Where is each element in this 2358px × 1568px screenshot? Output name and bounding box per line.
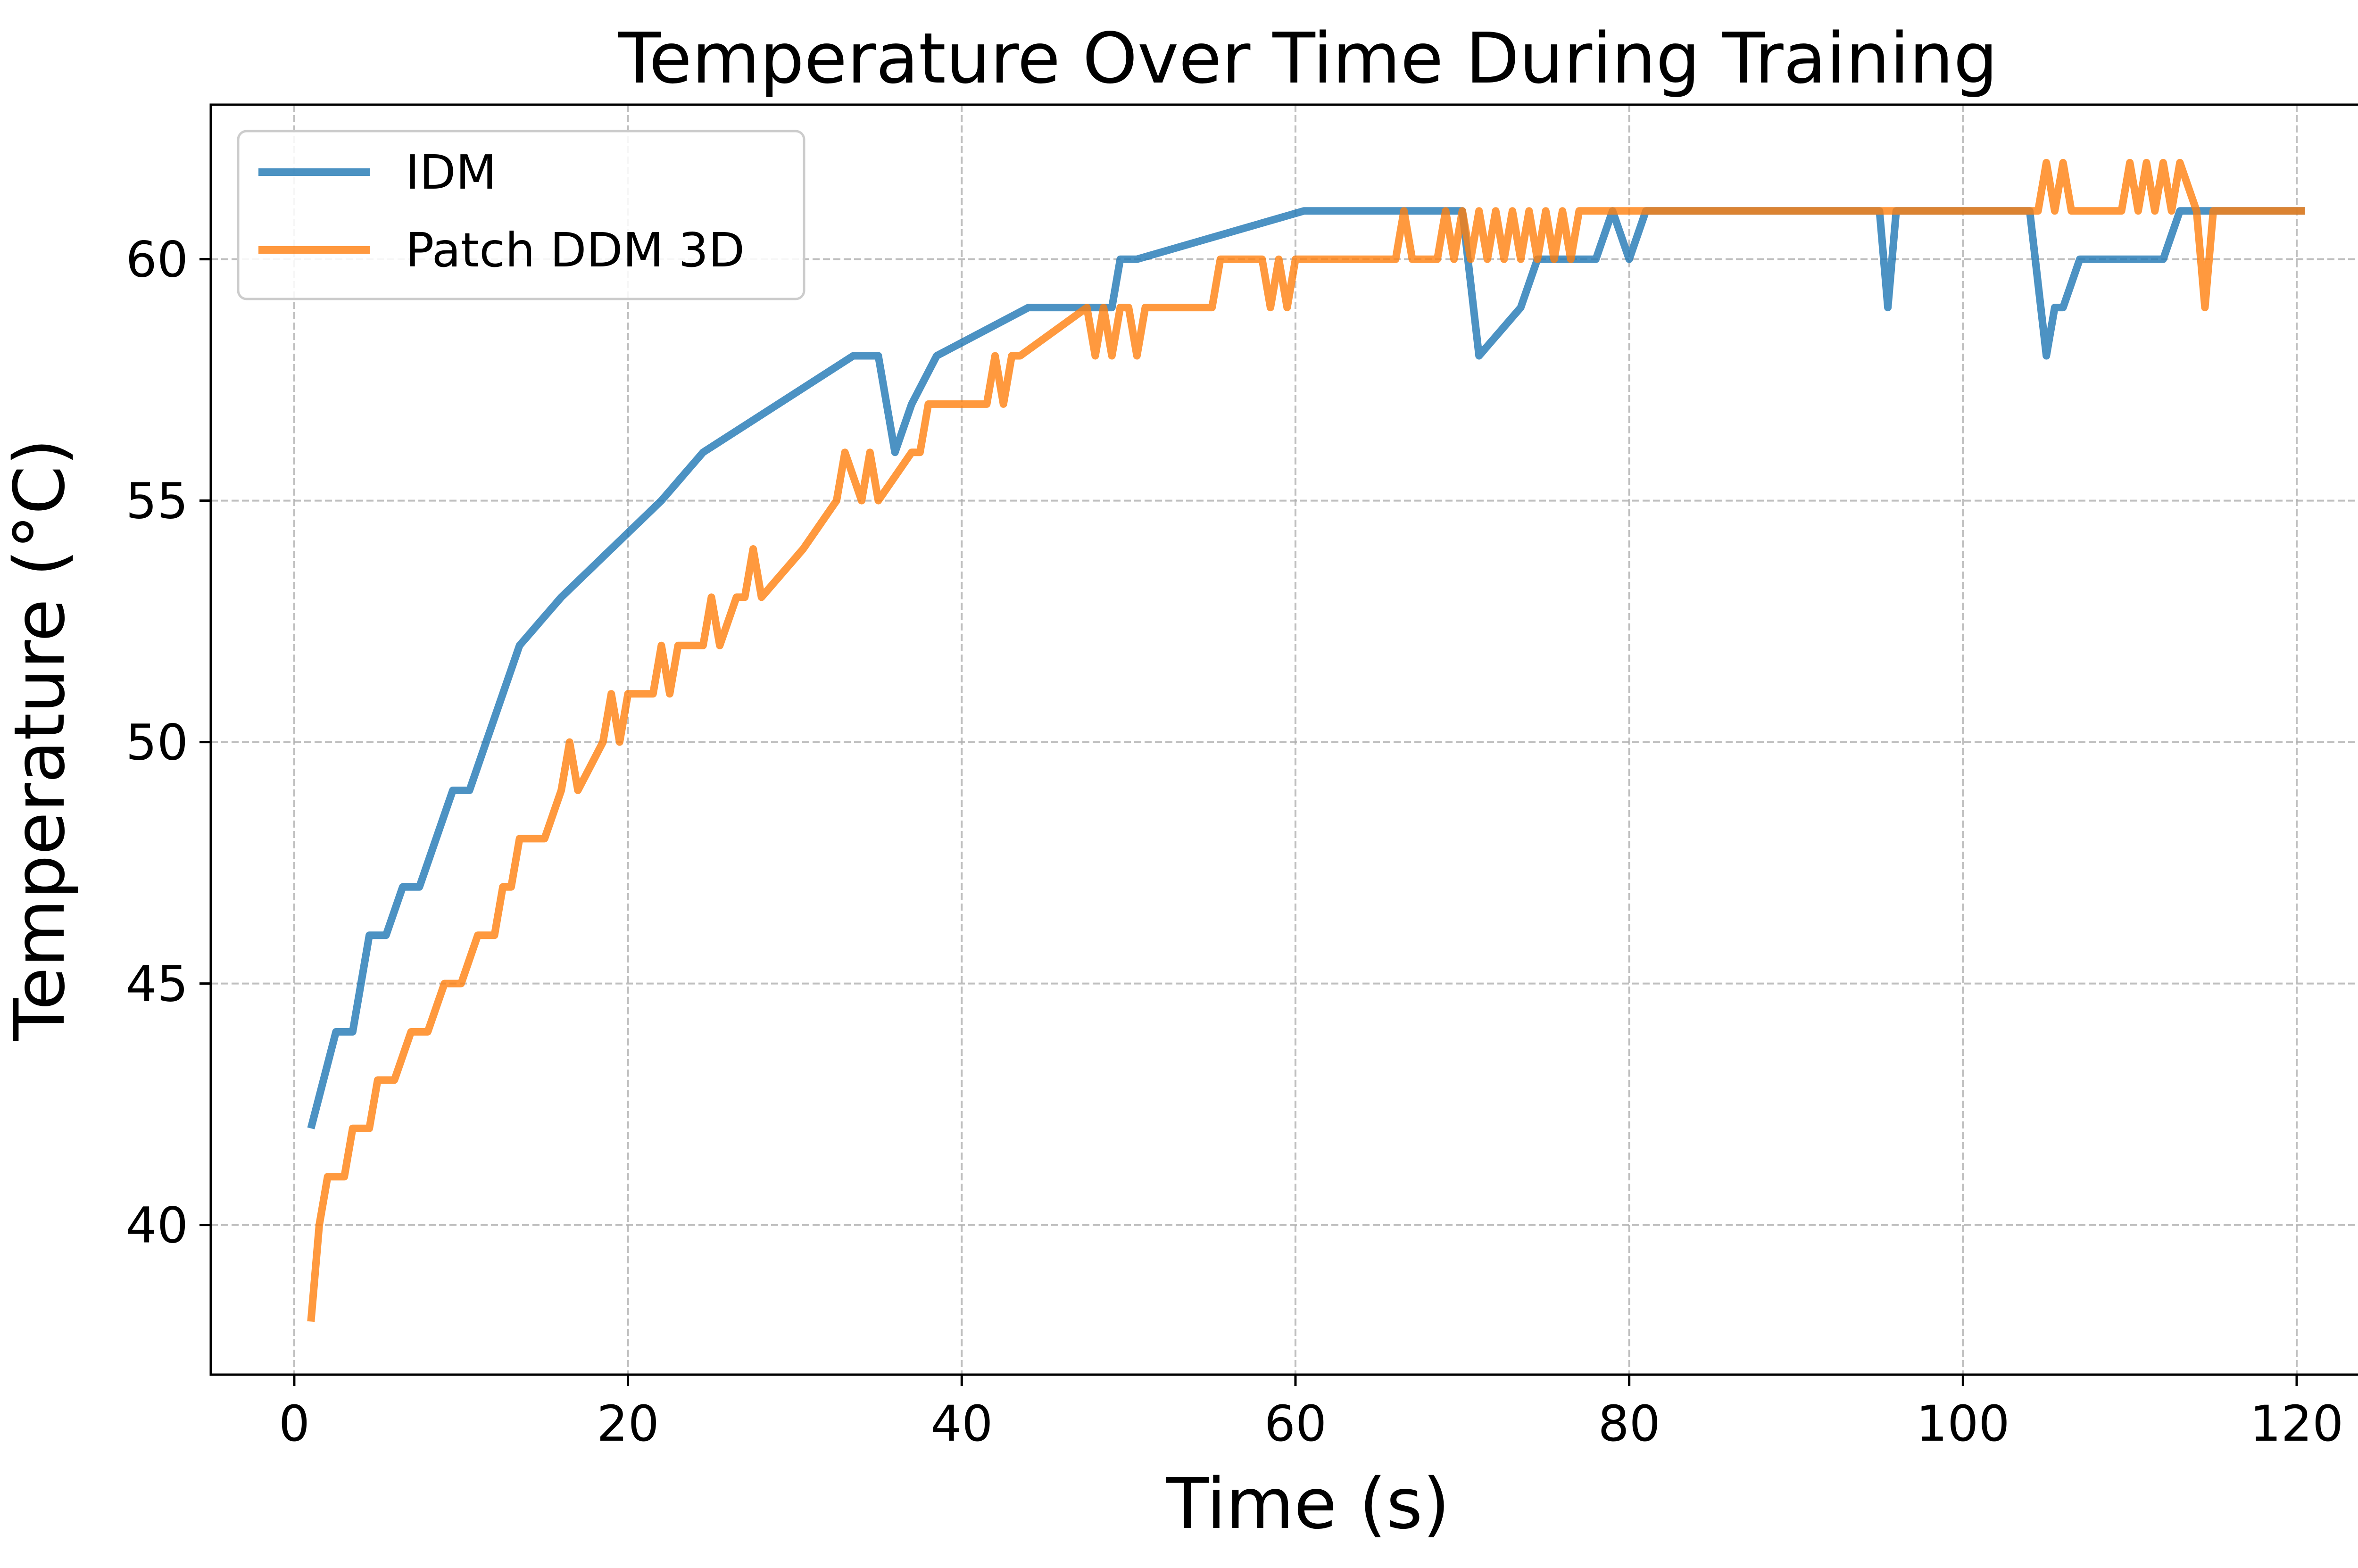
- y-tick-label: 45: [126, 955, 188, 1013]
- x-axis-label: Time (s): [1166, 1463, 1450, 1544]
- x-tick-label: 100: [1916, 1395, 2010, 1452]
- y-axis-label: Temperature (°C): [0, 439, 80, 1041]
- x-tick-label: 20: [597, 1395, 659, 1452]
- x-tick-label: 40: [930, 1395, 993, 1452]
- x-tick-label: 120: [2250, 1395, 2344, 1452]
- y-tick-label: 50: [126, 714, 188, 772]
- legend-label-patch-ddm-3d: Patch DDM 3D: [406, 223, 745, 278]
- x-tick-label: 60: [1264, 1395, 1327, 1452]
- axis-ticks: 0 20 40 60 80 100 120 40 45 50 55 60: [126, 231, 2344, 1452]
- y-tick-label: 55: [126, 473, 188, 530]
- x-tick-label: 0: [279, 1395, 310, 1452]
- chart-title: Temperature Over Time During Training: [618, 18, 1998, 99]
- y-tick-label: 60: [126, 231, 188, 289]
- legend-label-idm: IDM: [406, 145, 497, 200]
- legend-box: [237, 130, 805, 300]
- series-layer: [307, 158, 2305, 1322]
- legend: IDM Patch DDM 3D: [237, 130, 805, 300]
- x-tick-label: 80: [1598, 1395, 1660, 1452]
- series-line-1: [307, 158, 2305, 1322]
- plot-frame: [209, 103, 2358, 1376]
- y-tick-label: 40: [126, 1197, 188, 1254]
